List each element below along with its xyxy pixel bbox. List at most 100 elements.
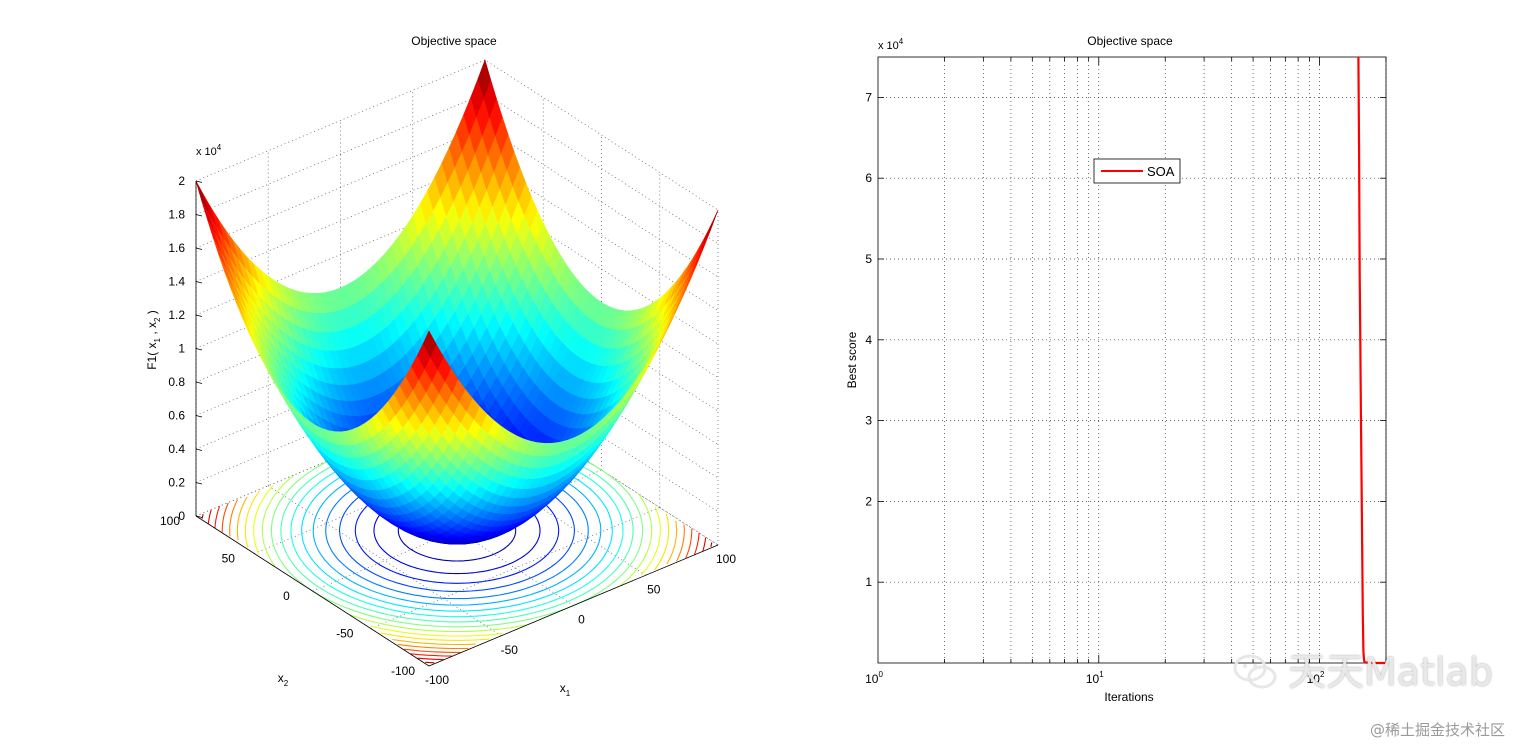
contour-line bbox=[710, 542, 713, 548]
contour-line bbox=[702, 537, 707, 552]
contour-line bbox=[392, 638, 476, 646]
grid-line bbox=[195, 361, 719, 512]
watermark: 天天Matlab bbox=[1232, 652, 1493, 692]
contour-line bbox=[666, 520, 678, 565]
z-tick bbox=[195, 180, 203, 183]
contour-line bbox=[370, 625, 503, 637]
z-label-sub: 1 bbox=[153, 337, 162, 342]
z-tick-label: 2 bbox=[178, 174, 185, 188]
contour-line bbox=[676, 524, 685, 562]
z-tick bbox=[195, 381, 203, 384]
y-tick-label: 7 bbox=[865, 90, 872, 104]
surface-axes: 0 0.2 0.4 0.6 0.8 1 1.2 1.4 1.6 1.8 2 x 104 -100 -50 0… bbox=[145, 143, 736, 698]
z-tick bbox=[195, 214, 203, 217]
grid-line bbox=[195, 59, 719, 211]
surface-title: Objective space bbox=[411, 34, 497, 48]
contour-line bbox=[640, 506, 661, 576]
contour-line bbox=[417, 657, 444, 661]
y-tick-label: 2 bbox=[865, 494, 872, 508]
x-tick-label: -50 bbox=[501, 643, 519, 657]
y-tick-label: 0 bbox=[283, 589, 290, 603]
z-tick-label: 0 bbox=[178, 509, 185, 523]
wechat-icon bbox=[1233, 654, 1277, 689]
z-tick bbox=[195, 281, 203, 284]
plot-area bbox=[878, 57, 1386, 663]
z-tick-label: 1.6 bbox=[168, 241, 185, 255]
contour-line bbox=[410, 653, 453, 657]
z-tick-label: 1.8 bbox=[168, 208, 185, 222]
z-tick-label: 0.6 bbox=[168, 409, 185, 423]
contour-line bbox=[236, 496, 248, 541]
z-tick bbox=[195, 348, 203, 351]
z-tick-label: 0.8 bbox=[168, 375, 185, 389]
grid-line bbox=[195, 126, 719, 278]
contour-line bbox=[201, 513, 204, 519]
contour-line bbox=[653, 513, 670, 571]
x-tick-label: 100 bbox=[716, 552, 736, 566]
x-axis bbox=[428, 544, 719, 667]
surface-patch bbox=[422, 330, 437, 358]
y-tick-label: 3 bbox=[865, 414, 872, 428]
axes-frame bbox=[877, 56, 1387, 664]
y-tick-label: 100 bbox=[160, 514, 180, 528]
z-tick-label: 1 bbox=[178, 342, 185, 356]
contour-line bbox=[693, 532, 700, 555]
z-tick bbox=[195, 448, 203, 451]
z-tick bbox=[195, 482, 203, 485]
z-tick-label: 1.2 bbox=[168, 308, 185, 322]
z-tick-label: 0.2 bbox=[168, 476, 185, 490]
z-label-part: F1( x bbox=[145, 342, 159, 369]
contour-line bbox=[397, 643, 469, 650]
y-exponent-label: x 104 bbox=[878, 37, 904, 52]
z-label-sub: 2 bbox=[153, 317, 162, 322]
grid-line bbox=[195, 394, 719, 546]
z-label-part: ) bbox=[145, 310, 159, 317]
contour-line bbox=[229, 499, 238, 537]
z-label-part: , x bbox=[145, 322, 159, 338]
x-tick-label: 0 bbox=[578, 613, 585, 627]
contour-line bbox=[261, 474, 295, 567]
contour-line bbox=[214, 506, 221, 529]
x-tick-label: -100 bbox=[425, 673, 449, 687]
x-tick-label: 100 bbox=[865, 670, 883, 686]
y-axis-label-sub: 2 bbox=[284, 679, 289, 688]
x-tick-label: 50 bbox=[647, 582, 661, 596]
y-axis bbox=[195, 515, 430, 667]
contour-line bbox=[425, 661, 435, 664]
series-line-soa bbox=[1357, 56, 1386, 665]
contour-line bbox=[253, 485, 274, 555]
z-exponent-sup: 4 bbox=[217, 143, 222, 152]
y-tick-label: -100 bbox=[391, 664, 415, 678]
y-tick-label: 5 bbox=[865, 252, 872, 266]
x-axis-label: Iterations bbox=[1104, 690, 1153, 704]
contour-line bbox=[207, 509, 212, 524]
y-exponent-sup: 4 bbox=[899, 37, 904, 46]
contour-line bbox=[403, 648, 461, 653]
grid-line bbox=[195, 93, 719, 244]
x-tick-exponent: 0 bbox=[878, 670, 883, 679]
contour-line bbox=[244, 490, 261, 548]
grid-line bbox=[195, 193, 719, 345]
convergence-title: Objective space bbox=[1087, 34, 1173, 48]
contour-line bbox=[619, 494, 653, 587]
contour-line bbox=[685, 528, 693, 559]
y-axis-label: x2 bbox=[278, 671, 289, 688]
x-tick-label: 101 bbox=[1086, 670, 1104, 686]
contour-line bbox=[380, 632, 490, 641]
x-tick-exponent: 1 bbox=[1099, 670, 1104, 679]
z-axis-label: F1( x1 , x2 ) bbox=[145, 310, 162, 370]
z-tick-label: 1.4 bbox=[168, 275, 185, 289]
z-tick bbox=[195, 415, 203, 418]
y-tick-label: -50 bbox=[336, 627, 354, 641]
watermark-text: 天天Matlab bbox=[1288, 650, 1493, 694]
surface-patch bbox=[195, 180, 210, 215]
x-axis-label: x1 bbox=[560, 681, 571, 698]
z-tick-label: 0.4 bbox=[168, 442, 185, 456]
z-tick bbox=[195, 314, 203, 317]
surface-plot: 0 0.2 0.4 0.6 0.8 1 1.2 1.4 1.6 1.8 2 x 104 -100 -50 0… bbox=[145, 34, 736, 698]
y-tick-label: 1 bbox=[865, 575, 872, 589]
y-tick-label: 6 bbox=[865, 171, 872, 185]
y-tick-label: 4 bbox=[865, 333, 872, 347]
